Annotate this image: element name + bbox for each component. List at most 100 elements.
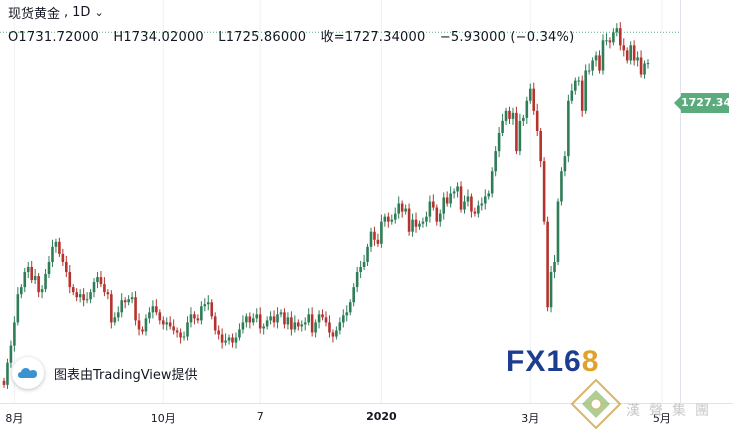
candle — [196, 314, 200, 324]
candle — [9, 340, 13, 368]
candles — [2, 22, 650, 389]
candle — [324, 311, 328, 327]
candle — [179, 328, 182, 344]
candle — [355, 266, 359, 293]
candle — [438, 209, 442, 227]
candle — [20, 284, 23, 299]
candle — [573, 77, 577, 95]
candle — [26, 261, 30, 279]
candle — [515, 106, 518, 155]
candle — [127, 295, 130, 306]
candle — [193, 311, 196, 325]
candle — [400, 200, 404, 218]
candle — [348, 299, 352, 316]
candle — [13, 316, 16, 352]
candle — [508, 106, 511, 124]
x-tick-label: 3月 — [521, 412, 540, 425]
candle — [123, 297, 127, 309]
candle — [234, 332, 238, 349]
candle — [622, 38, 626, 57]
fx168-logo-eight: 8 — [581, 345, 600, 378]
credit-text[interactable]: 图表由TradingView提供 — [54, 367, 198, 383]
high-value: H1734.02000 — [113, 30, 204, 45]
candle — [601, 34, 605, 75]
x-tick-label: 7 — [256, 410, 264, 423]
candle — [141, 326, 144, 335]
candle — [44, 269, 47, 293]
x-tick-label: 8月 — [5, 412, 24, 425]
candle — [376, 233, 380, 247]
candle — [525, 96, 529, 124]
candle — [321, 309, 324, 321]
candle — [584, 64, 587, 114]
candle — [2, 377, 6, 388]
hansheng-logo-icon — [570, 378, 622, 430]
candle — [546, 216, 549, 312]
symbol-name[interactable]: 现货黄金 — [8, 7, 61, 22]
candle — [445, 191, 449, 207]
change-value: −5.93000 (−0.34%) — [439, 30, 575, 45]
x-tick-label: 5月 — [652, 412, 671, 425]
tradingview-credit[interactable]: 图表由TradingView提供 — [12, 357, 198, 389]
candle — [16, 287, 20, 326]
candle — [310, 307, 314, 337]
candle — [483, 189, 487, 210]
candle — [442, 192, 446, 220]
candle — [217, 325, 220, 340]
chart-area[interactable] — [0, 0, 680, 403]
candle — [134, 291, 137, 326]
candle — [480, 197, 484, 211]
candle — [518, 113, 522, 156]
candle — [37, 273, 40, 298]
candle — [265, 316, 269, 330]
candle — [210, 299, 214, 320]
candle — [456, 182, 459, 198]
candle — [563, 151, 567, 177]
candle — [359, 260, 362, 279]
interval-label[interactable]: 1D — [72, 5, 91, 20]
candle — [328, 315, 331, 338]
x-tick-label: 2020 — [366, 410, 397, 423]
candle — [605, 33, 608, 46]
candle — [477, 200, 480, 218]
candle — [639, 50, 643, 78]
candle — [78, 289, 82, 303]
candle — [130, 292, 134, 304]
candle — [40, 285, 44, 299]
time-axis[interactable]: 8月 10月 7 2020 3月 5月 — [0, 403, 733, 431]
candle — [608, 37, 612, 49]
candle — [220, 328, 224, 349]
candle — [120, 293, 124, 318]
price-chart[interactable] — [0, 0, 680, 403]
candle — [245, 313, 248, 328]
x-tick-label: 10月 — [150, 412, 176, 425]
candle — [151, 300, 155, 319]
candle — [646, 59, 650, 69]
candle — [345, 305, 349, 322]
candle — [113, 312, 117, 326]
candle — [335, 326, 338, 340]
candle — [168, 316, 172, 330]
candle — [428, 195, 432, 223]
candle — [61, 248, 65, 266]
candle — [459, 181, 463, 213]
tradingview-cloud-icon[interactable] — [12, 357, 44, 389]
candle — [165, 317, 169, 331]
candle — [570, 83, 574, 104]
candle — [352, 283, 355, 307]
candle — [158, 309, 162, 325]
chevron-down-icon[interactable]: ⌄ — [94, 6, 104, 19]
candle — [89, 289, 92, 304]
candle — [85, 292, 89, 304]
candle — [272, 310, 276, 328]
candle — [314, 319, 317, 338]
candle — [82, 288, 85, 307]
candle — [290, 311, 293, 336]
candle — [432, 194, 435, 211]
candle — [96, 272, 99, 289]
symbol-row[interactable]: 现货黄金, 1D ⌄ — [8, 3, 584, 22]
price-axis[interactable] — [680, 0, 733, 403]
candle — [463, 195, 466, 214]
candle — [269, 311, 272, 325]
candle — [629, 41, 632, 65]
